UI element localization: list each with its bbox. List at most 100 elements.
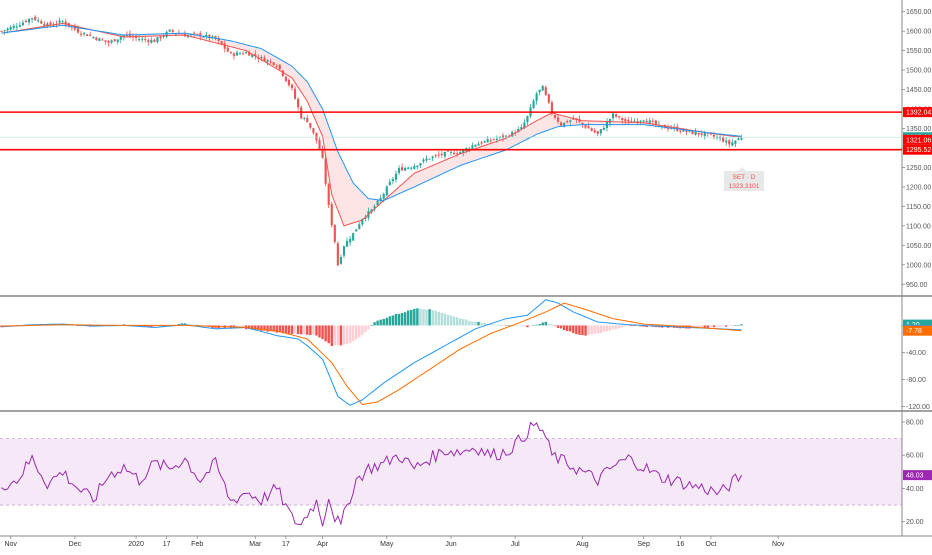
- macd-histogram-bar: [428, 309, 431, 326]
- candle-body: [297, 98, 300, 108]
- candle-body: [373, 206, 376, 209]
- candle-body: [113, 39, 116, 42]
- candle-body: [688, 130, 691, 132]
- candle-body: [483, 141, 486, 143]
- macd-histogram-bar: [324, 325, 327, 342]
- macd-histogram-bar: [269, 325, 272, 332]
- candle-body: [391, 179, 394, 182]
- candle-body: [388, 181, 391, 185]
- candle-body: [315, 132, 318, 141]
- macd-histogram-bar: [321, 325, 324, 340]
- ma-slow-line: [1, 24, 742, 202]
- candles: [0, 15, 743, 267]
- candle-body: [165, 31, 168, 37]
- macd-histogram-bar: [709, 325, 713, 327]
- candle-body: [566, 121, 569, 123]
- time-axis-tick-label: Nov: [772, 541, 785, 548]
- macd-histogram-bar: [431, 310, 434, 326]
- candle-body: [321, 149, 324, 158]
- macd-histogram-bar: [192, 324, 196, 326]
- candle-body: [407, 167, 410, 169]
- candle-body: [538, 89, 541, 93]
- candle-body: [162, 35, 165, 37]
- macd-histogram-bar: [287, 325, 291, 334]
- candle-body: [452, 152, 456, 155]
- macd-histogram-bar: [290, 325, 294, 334]
- candle-body: [193, 32, 196, 34]
- price-panel: SET · D 1323.3101: [0, 15, 902, 267]
- candle-body: [24, 20, 28, 22]
- candle-body: [318, 139, 321, 151]
- macd-histogram-bar: [529, 325, 532, 327]
- price-axis-tick-label: 1650.00: [906, 9, 931, 16]
- candle-body: [520, 127, 523, 129]
- macd-histogram-bar: [150, 325, 153, 328]
- macd-histogram-bar: [388, 316, 392, 326]
- price-axis-tick-label: 1150.00: [906, 204, 931, 211]
- candle-body: [422, 159, 425, 162]
- macd-histogram-bar: [590, 325, 593, 335]
- macd-histogram-bar: [718, 325, 722, 327]
- candle-body: [49, 22, 52, 25]
- macd-histogram-bar: [715, 325, 719, 327]
- candle-body: [330, 204, 333, 226]
- rsi-value-tag: 48.03: [903, 470, 932, 481]
- candle-body: [217, 37, 220, 41]
- macd-histogram-bar: [621, 325, 624, 328]
- candle-body: [223, 43, 226, 49]
- macd-histogram-bar: [513, 325, 517, 327]
- candle-body: [667, 127, 670, 130]
- candle-body: [569, 120, 572, 122]
- macd-histogram-bar: [312, 325, 315, 335]
- macd-histogram-bar: [630, 325, 633, 327]
- macd-histogram-bar: [260, 325, 263, 331]
- macd-histogram-bar: [263, 325, 266, 331]
- price-tag-bg: [903, 144, 932, 155]
- candle-body: [229, 52, 232, 54]
- candle-body: [645, 120, 648, 123]
- candle-body: [168, 29, 171, 32]
- candle-body: [477, 143, 480, 146]
- macd-histogram-bar: [538, 324, 541, 326]
- candle-body: [254, 53, 257, 57]
- candle-body: [190, 34, 193, 36]
- macd-histogram-bar: [712, 325, 716, 328]
- candle-body: [587, 126, 590, 129]
- macd-histogram-bar: [373, 322, 376, 326]
- macd-histogram-bar: [275, 325, 278, 333]
- macd-line: [1, 299, 742, 406]
- macd-histogram-bar: [306, 325, 309, 335]
- candle-body: [459, 151, 462, 154]
- macd-histogram-bar: [480, 323, 483, 326]
- candle-body: [352, 233, 355, 241]
- candle-body: [284, 76, 287, 81]
- macd-histogram-bar: [581, 325, 584, 336]
- macd-histogram-bar: [440, 312, 444, 326]
- candle-body: [156, 37, 159, 43]
- candle-body: [43, 23, 46, 26]
- candle-body: [269, 61, 272, 63]
- macd-histogram-bar: [547, 323, 551, 326]
- macd-axis-tick-label: -40.00: [906, 350, 926, 357]
- macd-histogram-bar: [159, 325, 162, 327]
- macd-histogram-bar: [419, 308, 422, 326]
- price-axis-tick-label: 1550.00: [906, 48, 931, 55]
- candle-body: [355, 229, 358, 232]
- macd-histogram-bar: [330, 325, 333, 347]
- macd-histogram-bar: [413, 308, 416, 326]
- macd-histogram-bar: [281, 325, 285, 334]
- macd-histogram-bar: [195, 324, 199, 326]
- macd-histogram-bar: [737, 324, 740, 326]
- candle-body: [495, 138, 498, 140]
- candle-body: [336, 243, 339, 266]
- candle-body: [64, 21, 67, 25]
- macd-histogram-bar: [425, 309, 428, 326]
- candle-body: [324, 158, 327, 184]
- candle-body: [719, 137, 722, 139]
- macd-histogram-bar: [147, 325, 150, 328]
- macd-axis-tick-label: -80.00: [906, 377, 926, 384]
- candle-body: [556, 117, 560, 122]
- candle-body: [722, 137, 725, 142]
- candle-body: [737, 138, 740, 141]
- rsi-axis-tick-label: 40.00: [906, 486, 924, 493]
